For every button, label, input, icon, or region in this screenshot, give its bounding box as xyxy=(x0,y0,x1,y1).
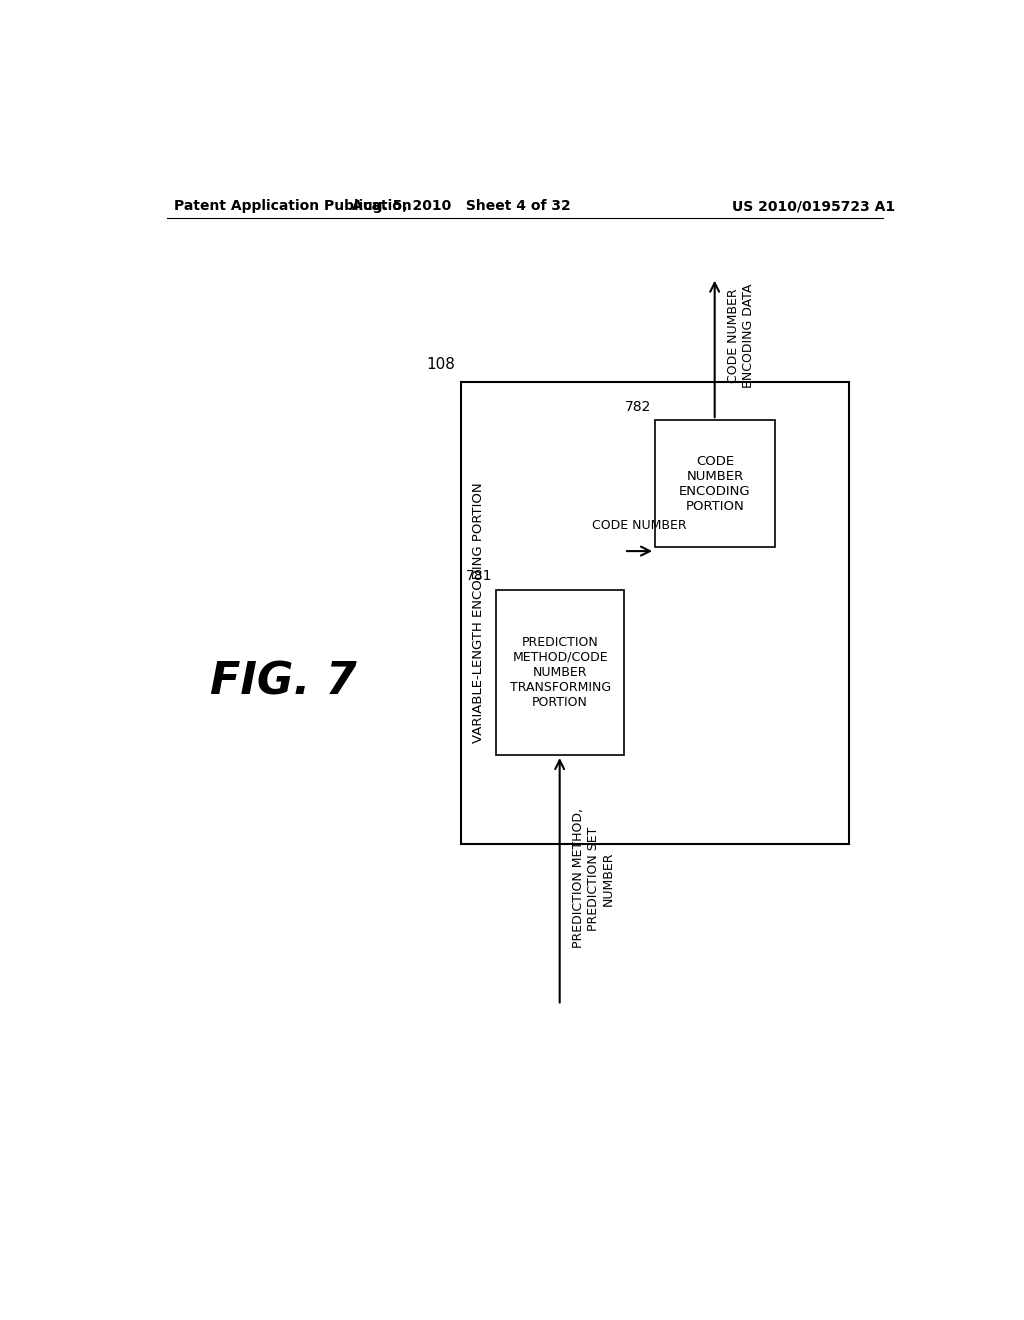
Bar xyxy=(655,420,775,548)
Text: US 2010/0195723 A1: US 2010/0195723 A1 xyxy=(732,199,896,213)
Text: Aug. 5, 2010   Sheet 4 of 32: Aug. 5, 2010 Sheet 4 of 32 xyxy=(352,199,570,213)
Text: PREDICTION METHOD,
PREDICTION SET
NUMBER: PREDICTION METHOD, PREDICTION SET NUMBER xyxy=(572,808,615,948)
Text: FIG. 7: FIG. 7 xyxy=(210,660,356,704)
Text: CODE NUMBER
ENCODING DATA: CODE NUMBER ENCODING DATA xyxy=(727,284,755,388)
Text: PREDICTION
METHOD/CODE
NUMBER
TRANSFORMING
PORTION: PREDICTION METHOD/CODE NUMBER TRANSFORMI… xyxy=(510,636,610,709)
Text: 108: 108 xyxy=(426,358,455,372)
Text: 782: 782 xyxy=(625,400,651,414)
Text: Patent Application Publication: Patent Application Publication xyxy=(174,199,413,213)
Text: CODE NUMBER: CODE NUMBER xyxy=(592,519,687,532)
Bar xyxy=(461,381,849,843)
Text: VARIABLE-LENGTH ENCODING PORTION: VARIABLE-LENGTH ENCODING PORTION xyxy=(472,482,484,743)
Text: 781: 781 xyxy=(466,569,493,583)
Bar xyxy=(496,590,624,755)
Text: CODE
NUMBER
ENCODING
PORTION: CODE NUMBER ENCODING PORTION xyxy=(679,454,751,512)
